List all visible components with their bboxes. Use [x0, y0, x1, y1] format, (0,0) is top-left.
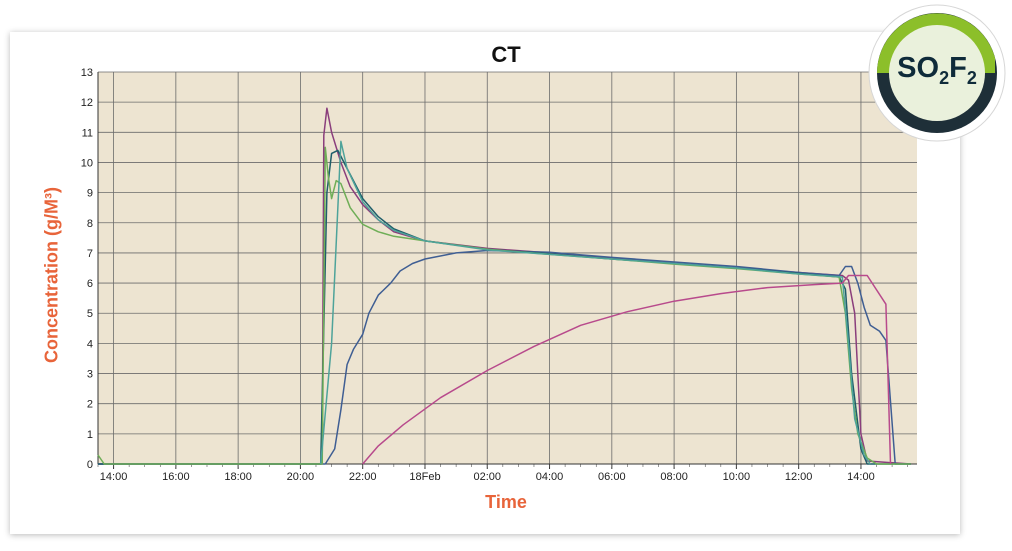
x-tick-label: 14:00: [847, 471, 875, 483]
y-tick-label: 1: [87, 429, 93, 441]
series-line-5: [319, 140, 871, 465]
y-tick-label: 9: [87, 188, 93, 200]
y-tick-label: 4: [87, 338, 93, 350]
x-tick-label: 06:00: [598, 471, 626, 483]
y-tick-label: 2: [87, 399, 93, 411]
y-tick-label: 6: [87, 278, 93, 290]
y-tick-label: 3: [87, 369, 93, 381]
y-tick-label: 10: [81, 157, 93, 169]
series-line-6: [362, 274, 892, 465]
x-tick-label: 22:00: [349, 471, 377, 483]
x-axis-label: Time: [485, 492, 527, 512]
x-tick-label: 16:00: [162, 471, 190, 483]
badge-f: F: [949, 52, 967, 84]
y-tick-label: 11: [82, 127, 93, 139]
badge-sub-2a: 2: [939, 68, 950, 88]
x-tick-label: 18Feb: [409, 471, 440, 483]
x-tick-label: 02:00: [473, 471, 501, 483]
y-tick-label: 8: [87, 218, 93, 230]
badge-sub-2b: 2: [966, 68, 977, 88]
x-tick-label: 12:00: [785, 471, 813, 483]
x-tick-label: 04:00: [536, 471, 564, 483]
x-tick-label: 14:00: [100, 471, 128, 483]
plot-area: [98, 72, 917, 464]
series-line-1: [98, 107, 911, 465]
y-tick-label: 0: [87, 459, 93, 471]
y-tick-label: 5: [87, 308, 93, 320]
y-tick-label: 12: [81, 97, 93, 109]
y-tick-label: 13: [81, 67, 93, 79]
so2f2-badge-icon: [868, 4, 1006, 142]
y-axis-label: Concentration (g/M³): [41, 187, 62, 363]
badge-so: SO: [897, 52, 940, 84]
x-tick-label: 20:00: [287, 471, 315, 483]
x-tick-label: 18:00: [224, 471, 252, 483]
y-tick-label: 7: [87, 248, 93, 260]
x-tick-label: 10:00: [723, 471, 751, 483]
badge-label: SO2F2: [867, 52, 1007, 89]
x-tick-label: 08:00: [660, 471, 688, 483]
chart-title: CT: [491, 42, 521, 67]
